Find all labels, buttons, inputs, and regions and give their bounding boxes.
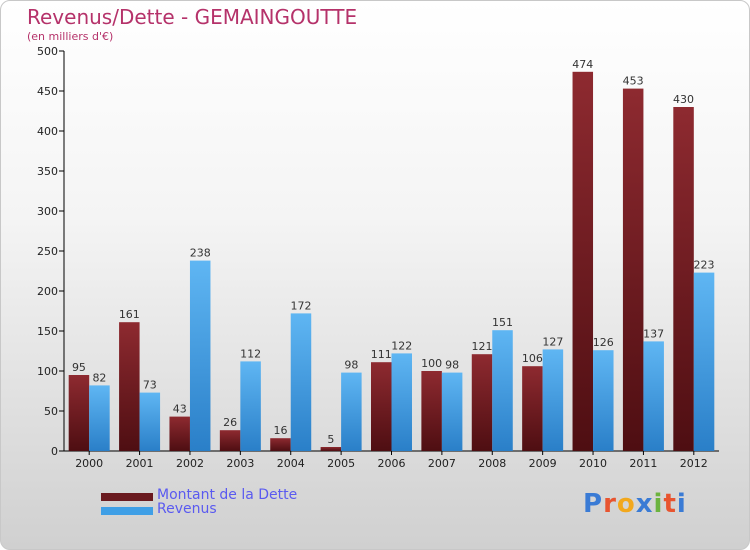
bar-revenus — [542, 349, 564, 451]
data-label-dette: 43 — [173, 403, 187, 416]
x-tick-label: 2008 — [478, 457, 506, 470]
legend-swatch-dette — [101, 493, 153, 501]
x-tick-label: 2003 — [226, 457, 254, 470]
chart-title: Revenus/Dette - GEMAINGOUTTE — [27, 5, 358, 29]
y-tick-label: 100 — [37, 365, 58, 378]
y-tick-label: 50 — [44, 405, 58, 418]
data-label-dette: 430 — [673, 93, 694, 106]
x-tick-label: 2010 — [579, 457, 607, 470]
x-tick-label: 2005 — [327, 457, 355, 470]
bar-revenus — [643, 341, 664, 451]
bar-dette — [622, 88, 644, 451]
data-label-dette: 111 — [371, 348, 392, 361]
bar-revenus — [240, 361, 261, 451]
bars — [68, 71, 715, 452]
bar-revenus — [391, 353, 412, 451]
y-tick-label: 350 — [37, 165, 58, 178]
bar-revenus — [492, 330, 513, 451]
bar-dette — [421, 371, 442, 451]
bar-revenus — [290, 313, 312, 451]
chart-subtitle: (en milliers d'€) — [27, 30, 114, 43]
bar-dette — [119, 322, 140, 451]
y-tick-label: 450 — [37, 85, 58, 98]
bar-revenus — [693, 272, 715, 451]
legend-label-revenus: Revenus — [157, 501, 217, 517]
x-tick-label: 2000 — [75, 457, 103, 470]
data-label-revenus: 98 — [344, 359, 358, 372]
legend-swatch-revenus — [101, 507, 153, 515]
bar-dette — [471, 354, 493, 451]
data-label-revenus: 122 — [391, 339, 412, 352]
data-label-dette: 26 — [223, 416, 237, 429]
data-label-revenus: 73 — [143, 379, 157, 392]
data-label-revenus: 137 — [643, 327, 664, 340]
bar-revenus — [593, 350, 614, 451]
y-tick-label: 250 — [37, 245, 58, 258]
data-label-dette: 16 — [273, 424, 287, 437]
bar-dette — [270, 438, 291, 451]
bar-revenus — [441, 372, 463, 451]
data-label-revenus: 223 — [694, 259, 715, 272]
data-label-dette: 474 — [572, 58, 593, 71]
bar-dette — [68, 375, 90, 451]
bar-revenus — [341, 372, 362, 451]
data-label-dette: 453 — [623, 75, 644, 88]
y-tick-label: 300 — [37, 205, 58, 218]
x-tick-label: 2004 — [277, 457, 305, 470]
data-label-revenus: 126 — [593, 336, 614, 349]
logo-letter: o — [616, 489, 636, 519]
data-label-dette: 121 — [472, 340, 493, 353]
y-axis: 0 50 100 150 200 250 300 350 400 450 500 — [37, 45, 65, 458]
x-tick-label: 2006 — [378, 457, 406, 470]
data-label-revenus: 238 — [190, 247, 211, 260]
x-tick-label: 2002 — [176, 457, 204, 470]
bar-revenus — [89, 385, 110, 451]
bar-dette — [572, 71, 594, 452]
data-label-revenus: 112 — [240, 347, 261, 360]
logo-letter: r — [603, 489, 617, 519]
bar-revenus — [189, 260, 211, 451]
y-tick-label: 0 — [51, 445, 58, 458]
bar-revenus — [139, 392, 161, 451]
data-label-revenus: 151 — [492, 316, 513, 329]
data-label-dette: 106 — [522, 352, 543, 365]
data-label-dette: 100 — [421, 357, 442, 370]
bar-dette — [219, 430, 241, 451]
x-tick-label: 2011 — [629, 457, 657, 470]
legend-label-dette: Montant de la Dette — [157, 487, 298, 503]
logo-letter: i — [676, 489, 687, 519]
logo-letter: P — [583, 489, 604, 519]
bar-dette — [371, 362, 392, 451]
data-label-revenus: 172 — [290, 299, 311, 312]
x-axis: 2000 2001 2002 2003 2004 2005 2006 2007 2008 2009… — [64, 450, 719, 470]
logo-letter: t — [663, 489, 677, 519]
x-tick-label: 2001 — [126, 457, 154, 470]
x-tick-label: 2007 — [428, 457, 456, 470]
data-label-dette: 95 — [72, 361, 86, 374]
bar-dette — [673, 107, 694, 451]
logo-letter: i — [653, 489, 664, 519]
data-label-dette: 5 — [327, 433, 334, 446]
data-label-dette: 161 — [119, 308, 140, 321]
bar-dette — [522, 366, 543, 451]
proxiti-logo: Proxiti — [583, 489, 687, 519]
logo-letter: x — [635, 489, 654, 519]
y-tick-label: 150 — [37, 325, 58, 338]
x-tick-label: 2012 — [680, 457, 708, 470]
y-tick-label: 200 — [37, 285, 58, 298]
data-label-revenus: 127 — [542, 335, 563, 348]
x-tick-label: 2009 — [529, 457, 557, 470]
data-label-revenus: 82 — [92, 371, 106, 384]
y-tick-label: 400 — [37, 125, 58, 138]
y-tick-label: 500 — [37, 45, 58, 58]
bar-dette — [320, 447, 342, 451]
data-label-revenus: 98 — [445, 359, 459, 372]
bar-dette — [169, 416, 190, 451]
